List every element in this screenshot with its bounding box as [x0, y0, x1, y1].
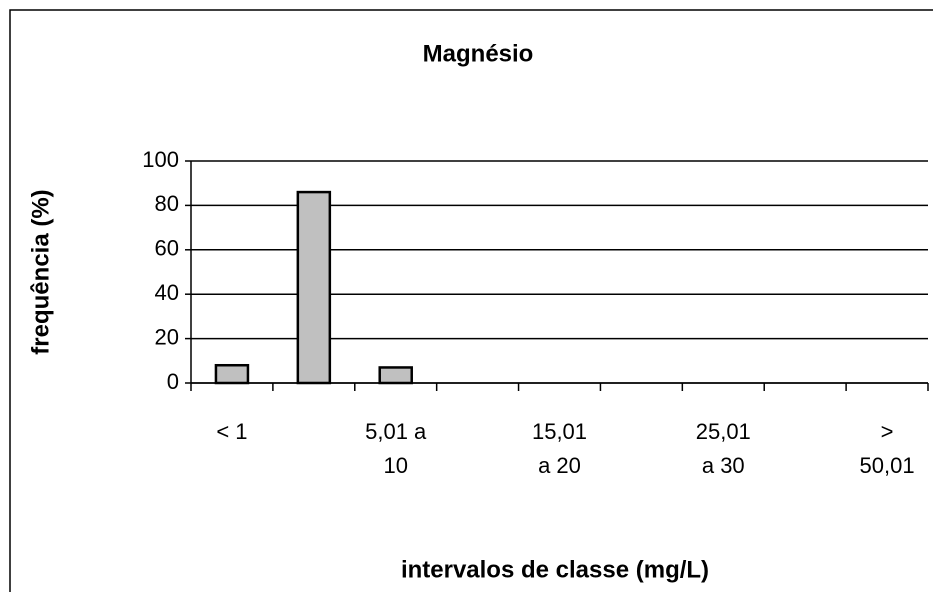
y-tick-label: 40	[155, 280, 179, 305]
y-tick-label: 0	[167, 369, 179, 394]
y-axis-title: frequência (%)	[27, 189, 54, 354]
bar	[378, 366, 413, 385]
bar	[214, 363, 250, 385]
chart-title: Magnésio	[423, 40, 534, 67]
chart-border	[9, 9, 933, 592]
bar	[296, 190, 332, 385]
x-axis-title: intervalos de classe (mg/L)	[401, 556, 709, 583]
x-tick-label: > 50,01	[859, 419, 915, 478]
x-tick-label: < 1	[216, 419, 248, 444]
x-tick-label: 5,01 a 10	[365, 419, 427, 478]
y-tick-label: 100	[142, 147, 179, 172]
y-tick-label: 20	[155, 324, 179, 349]
y-tick-label: 80	[155, 191, 179, 216]
x-tick-label: 25,01 a 30	[695, 419, 751, 478]
x-tick-label: 15,01 a 20	[531, 419, 588, 478]
y-tick-label: 60	[155, 236, 179, 261]
